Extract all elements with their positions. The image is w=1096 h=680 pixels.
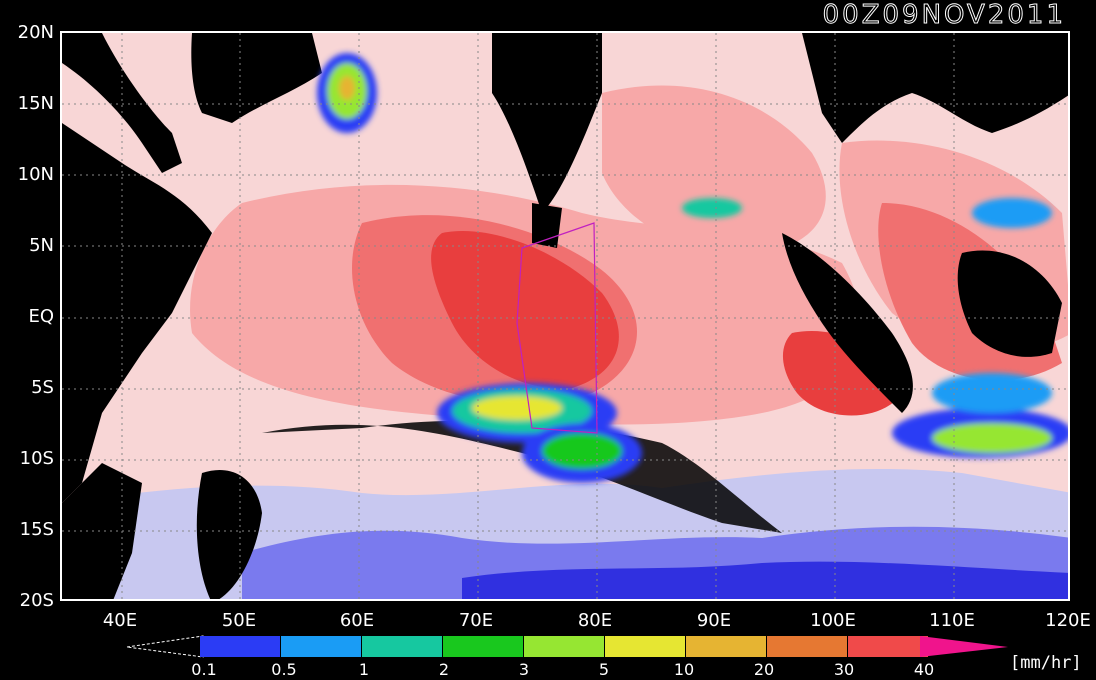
map-canvas (62, 33, 1068, 599)
colorbar-segment (605, 636, 686, 657)
colorbar-segment (200, 636, 281, 657)
lat-label-15n: 15N (17, 93, 54, 114)
colorbar-right-arrow (920, 636, 1008, 657)
colorbar-label-0.5: 0.5 (271, 660, 297, 679)
region-boundary (516, 222, 598, 434)
colorbar-left-arrow (126, 635, 204, 658)
timestamp-title: 00Z09NOV2011 (822, 0, 1066, 31)
colorbar-segment (281, 636, 362, 657)
rainfall-map (60, 31, 1070, 601)
land-sri-lanka (532, 203, 562, 248)
colorbar (200, 636, 929, 657)
lat-label-15s: 15S (19, 519, 54, 540)
strong-red-region (431, 231, 619, 389)
lat-label-5s: 5S (31, 377, 54, 398)
lon-label-70e: 70E (458, 610, 494, 631)
lat-label-20n: 20N (17, 22, 54, 43)
lat-label-5n: 5N (29, 235, 54, 256)
lat-label-20s: 20S (19, 590, 54, 611)
rain-clusters (317, 53, 1068, 483)
colorbar-label-40: 40 (913, 660, 935, 679)
land-borneo (957, 250, 1062, 357)
colorbar-segment (362, 636, 443, 657)
land-southeast-asia (802, 33, 1068, 143)
bay-of-bengal-pink (602, 85, 826, 255)
colorbar-label-20: 20 (753, 660, 775, 679)
land-africa (62, 123, 212, 503)
lat-label-10n: 10N (17, 164, 54, 185)
lon-label-80e: 80E (577, 610, 613, 631)
lon-label-100e: 100E (810, 610, 856, 631)
land-gap-south (262, 420, 782, 533)
colorbar-segment (767, 636, 848, 657)
colorbar-label-10: 10 (673, 660, 695, 679)
lon-label-110e: 110E (929, 610, 975, 631)
land-arabia (62, 33, 182, 173)
lon-label-90e: 90E (696, 610, 732, 631)
colorbar-label-1: 1 (358, 660, 370, 679)
colorbar-unit: [mm/hr] (1010, 653, 1082, 673)
lat-label-10s: 10S (19, 448, 54, 469)
land-sumatra (782, 233, 913, 413)
colorbar-segment (524, 636, 605, 657)
southern-deep-blue-region (462, 561, 1068, 599)
graticule (62, 33, 1068, 599)
lon-label-60e: 60E (339, 610, 375, 631)
land-madagascar (196, 469, 262, 599)
colorbar-segment (443, 636, 524, 657)
land-arabia-south (191, 33, 322, 123)
colorbar-label-2: 2 (438, 660, 450, 679)
colorbar-segment (848, 636, 929, 657)
land-india (492, 33, 602, 213)
lon-label-120e: 120E (1045, 610, 1091, 631)
colorbar-label-5: 5 (598, 660, 610, 679)
colorbar-label-3: 3 (518, 660, 530, 679)
lon-label-40e: 40E (102, 610, 138, 631)
colorbar-label-0.1: 0.1 (191, 660, 217, 679)
lat-label-eq: EQ (28, 306, 54, 327)
lon-label-50e: 50E (221, 610, 257, 631)
colorbar-segment (686, 636, 767, 657)
colorbar-label-30: 30 (833, 660, 855, 679)
